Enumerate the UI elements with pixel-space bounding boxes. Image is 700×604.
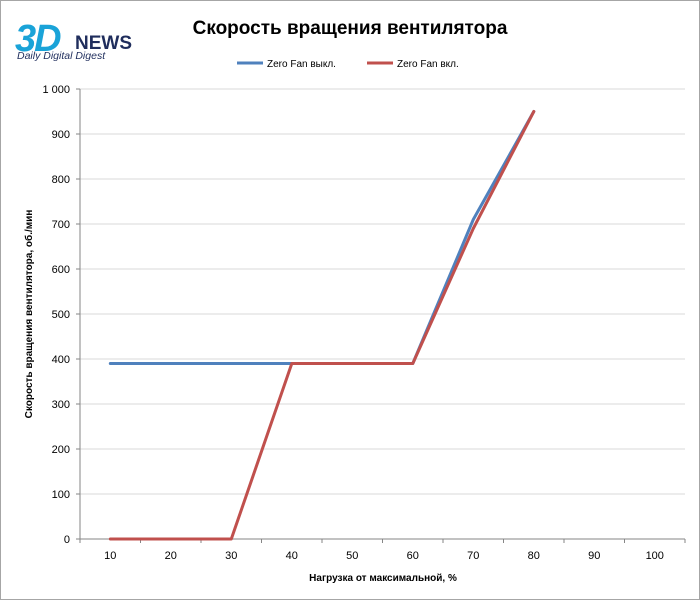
logo-news-text: NEWS (75, 33, 132, 54)
y-tick-label-0: 0 (64, 534, 70, 546)
x-tick-label-10: 10 (104, 550, 116, 562)
y-axis-title: Скорость вращения вентилятора, об./мин (23, 210, 35, 419)
y-tick-label-300: 300 (52, 399, 70, 411)
x-tick-label-80: 80 (528, 550, 540, 562)
legend-label-zero-fan-on: Zero Fan вкл. (397, 59, 459, 70)
x-tick-label-50: 50 (346, 550, 358, 562)
x-tick-label-20: 20 (165, 550, 177, 562)
chart-title: Скорость вращения вентилятора (193, 18, 508, 39)
x-tick-labels: 10 20 30 40 50 60 70 80 90 100 (104, 550, 664, 562)
x-tick-label-70: 70 (467, 550, 479, 562)
axes (76, 88, 686, 543)
x-tick-label-40: 40 (286, 550, 298, 562)
series-line-zero-fan-on (108, 110, 536, 541)
x-tick-label-60: 60 (407, 550, 419, 562)
y-tick-label-200: 200 (52, 444, 70, 456)
y-tick-label-1000: 1 000 (42, 84, 70, 96)
x-axis-title: Нагрузка от максимальной, % (309, 573, 457, 584)
y-tick-label-900: 900 (52, 129, 70, 141)
logo-tagline: Daily Digital Digest (17, 50, 106, 62)
y-tick-label-100: 100 (52, 489, 70, 501)
y-tick-label-600: 600 (52, 264, 70, 276)
logo: 3D NEWS Daily Digital Digest (15, 18, 132, 62)
x-tick-label-100: 100 (646, 550, 664, 562)
y-tick-label-500: 500 (52, 309, 70, 321)
x-tick-label-30: 30 (225, 550, 237, 562)
legend-label-zero-fan-off: Zero Fan выкл. (267, 59, 336, 70)
y-tick-label-400: 400 (52, 354, 70, 366)
y-tick-label-800: 800 (52, 174, 70, 186)
series-lines (108, 110, 536, 541)
legend: Zero Fan выкл. Zero Fan вкл. (237, 59, 459, 70)
y-tick-labels: 0 100 200 300 400 500 600 700 800 900 1 000 (42, 84, 70, 546)
gridlines (80, 88, 685, 495)
y-tick-label-700: 700 (52, 219, 70, 231)
x-tick-label-90: 90 (588, 550, 600, 562)
logo-3d-text: 3D (15, 18, 61, 60)
